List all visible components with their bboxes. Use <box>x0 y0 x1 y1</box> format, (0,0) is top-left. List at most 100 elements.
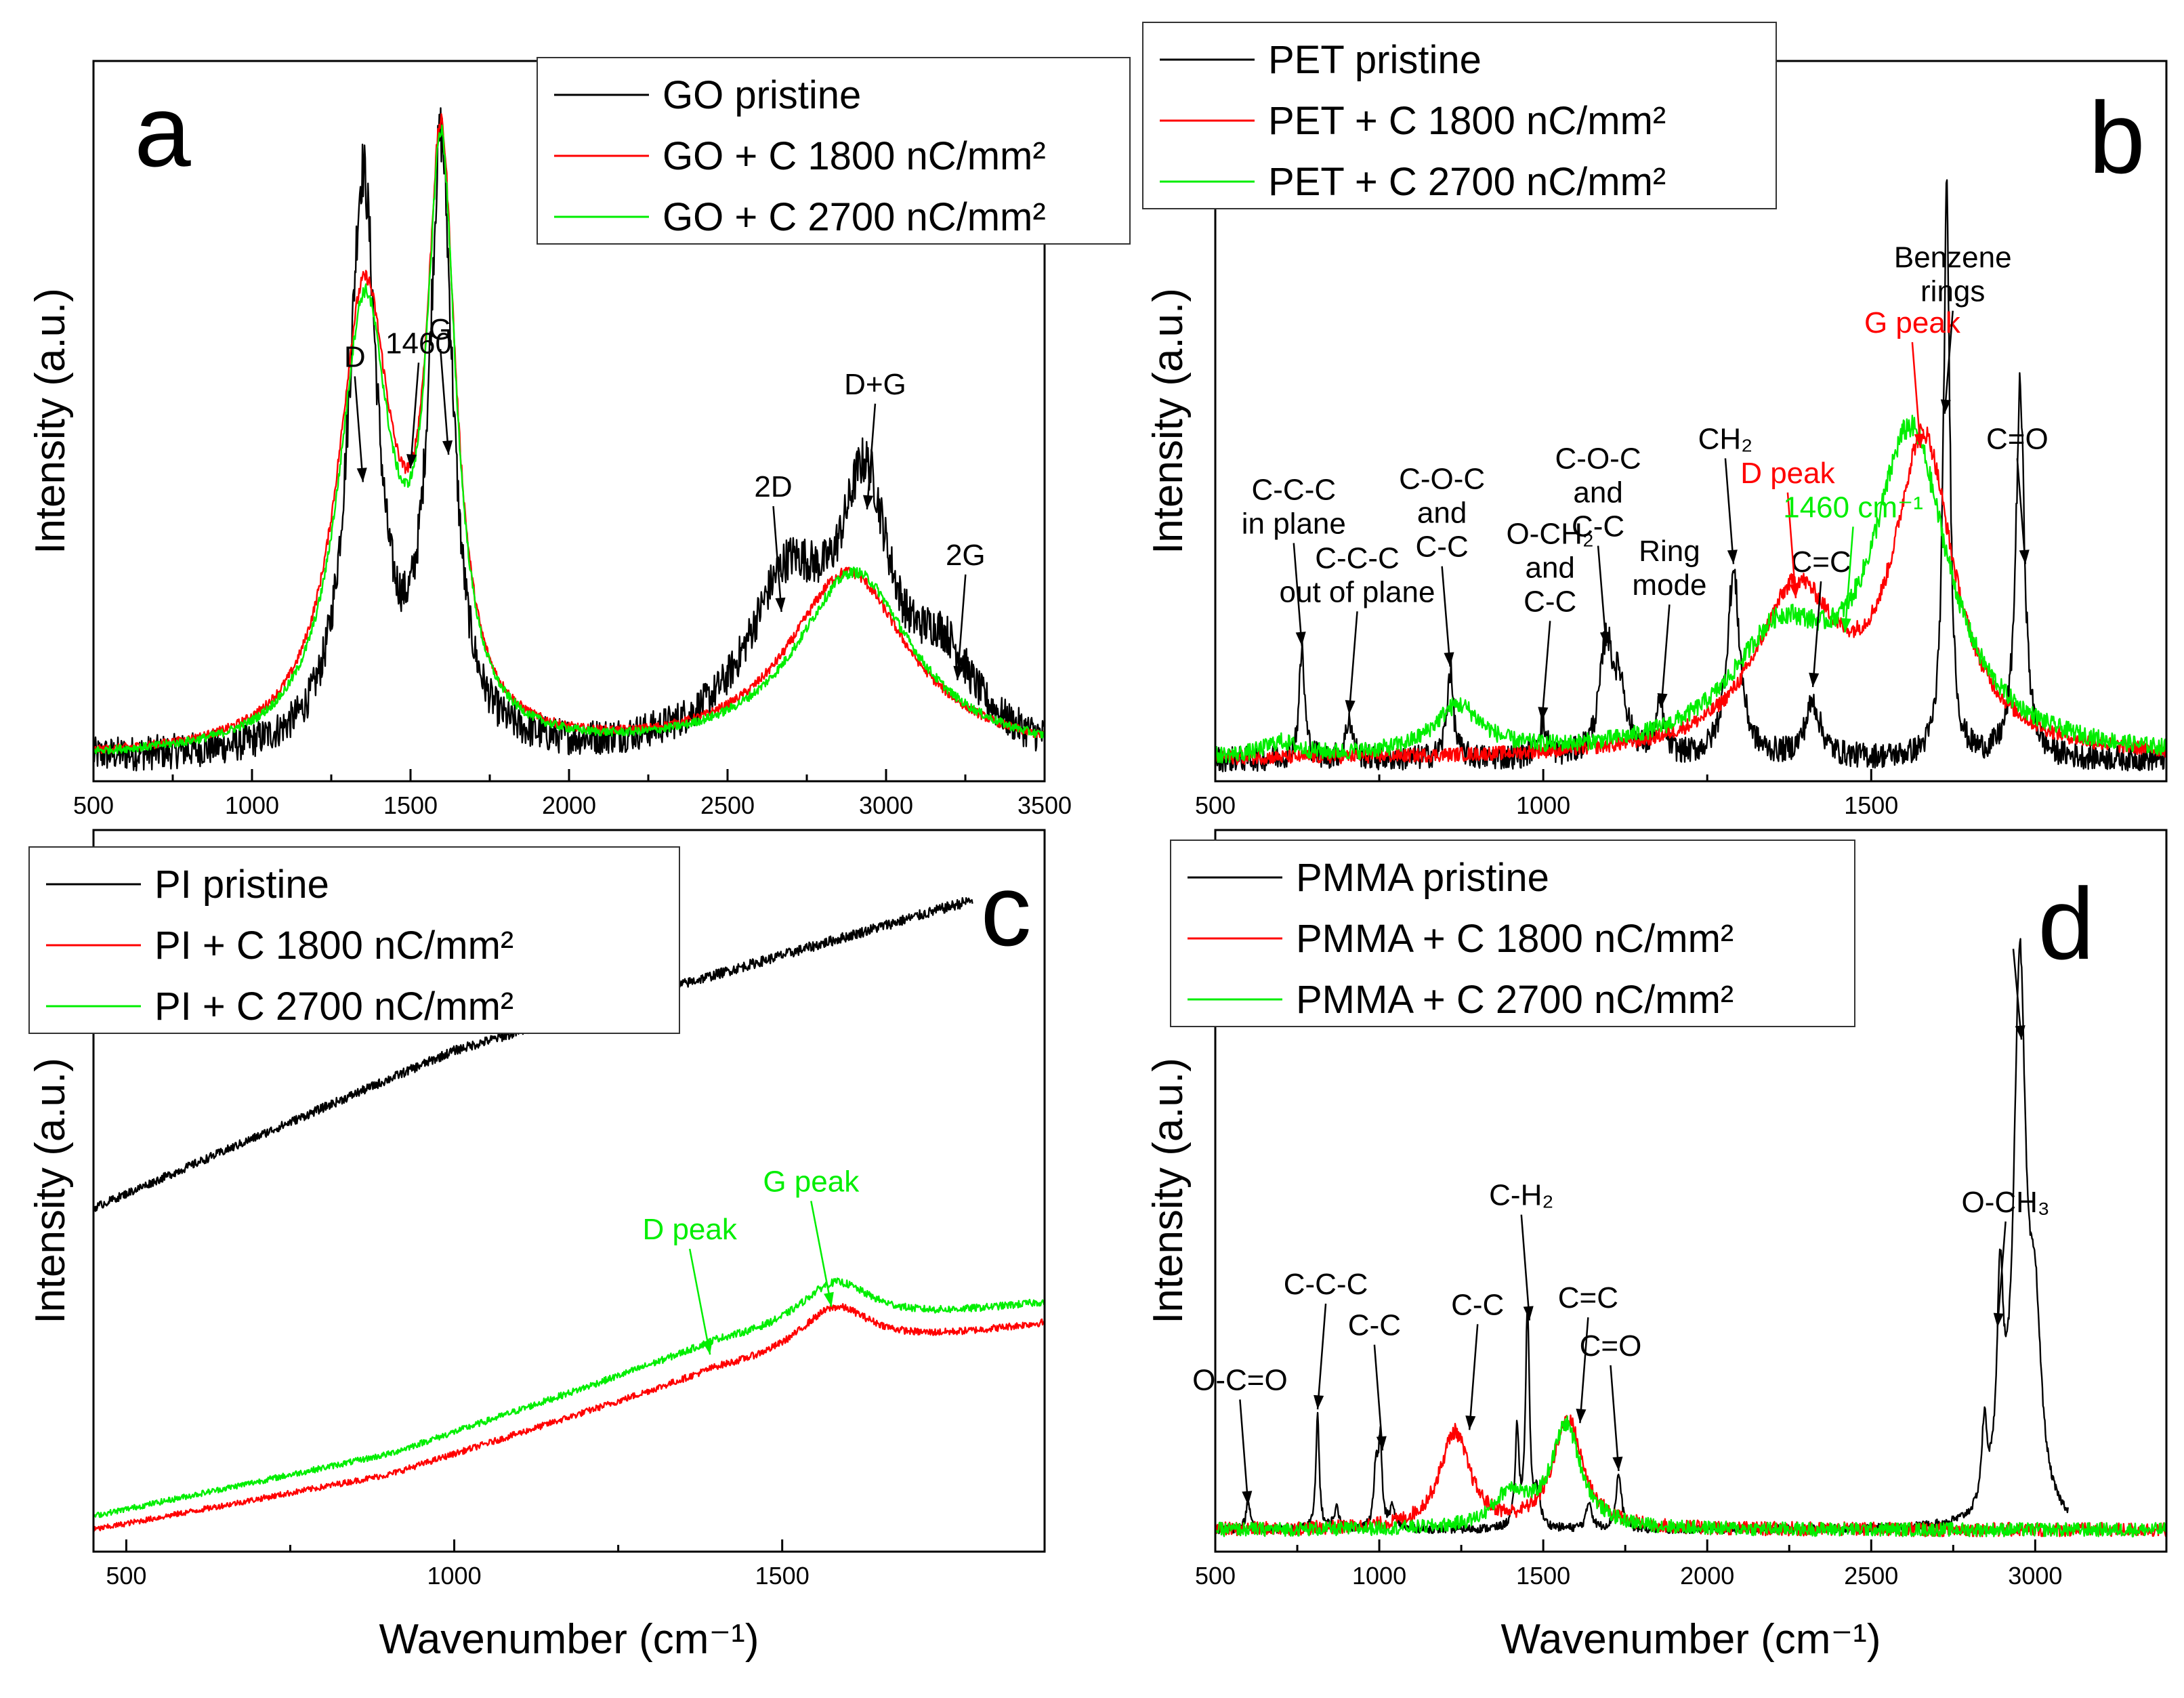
x-tick-label-a-3: 2000 <box>542 791 596 819</box>
x-tick-label-b-0: 500 <box>1195 791 1236 819</box>
series-line-c-2 <box>92 1277 1046 1518</box>
y-axis-title-d: Intensity (a.u.) <box>1145 1058 1192 1324</box>
annotation-arrow-a-2 <box>439 349 450 455</box>
annotation-arrow-d-8 <box>2012 949 2023 1040</box>
annotation-arrowhead-b-2 <box>1444 652 1454 667</box>
legend-label-c-1: PI + C 1800 nC/mm² <box>154 924 513 968</box>
annotation-b-0-line-0: C-C-C <box>1251 473 1336 506</box>
annotation-b-9-line-0: 1460 cm⁻¹ <box>1783 491 1923 524</box>
legend-label-d-1: PMMA + C 1800 nC/mm² <box>1296 917 1734 961</box>
x-tick-label-d-0: 500 <box>1195 1562 1236 1590</box>
annotation-b-1-line-0: C-C-C <box>1315 541 1400 575</box>
legend-label-c-0: PI pristine <box>154 863 329 907</box>
annotation-arrow-a-0 <box>354 376 364 482</box>
annotation-arrow-d-4 <box>1520 1214 1531 1321</box>
annotation-a-2-line-0: G <box>429 313 452 346</box>
annotation-arrow-b-0 <box>1293 543 1303 646</box>
annotation-b-11-line-1: rings <box>1920 275 1985 308</box>
panel-letter-d: d <box>2038 867 2094 980</box>
panel-letter-c: c <box>981 853 1032 967</box>
legend-b: PET pristine PET + C 1800 nC/mm² PET + C 2… <box>1142 22 1777 209</box>
annotation-arrow-a-3 <box>866 403 877 510</box>
annotation-arrowhead-b-7 <box>1809 672 1820 687</box>
legend-a: GO pristine GO + C 1800 nC/mm² GO + C 2700… <box>537 57 1131 245</box>
annotation-arrow-a-1 <box>409 363 420 469</box>
annotation-arrowhead-d-0 <box>1242 1491 1253 1506</box>
annotation-arrowhead-a-1 <box>406 454 417 469</box>
series-line-d-1 <box>1214 1414 2168 1537</box>
legend-label-b-0: PET pristine <box>1268 38 1482 82</box>
series-line-d-2 <box>1214 1415 2168 1537</box>
legend-box-b <box>1142 22 1777 209</box>
annotation-b-2-line-0: C-O-C <box>1399 463 1485 496</box>
legend-label-a-0: GO pristine <box>663 73 861 117</box>
annotation-c-0-line-0: D peak <box>642 1213 737 1246</box>
annotation-arrow-b-6 <box>1724 458 1735 564</box>
series-line-a-0 <box>92 107 1045 772</box>
annotation-d-0-line-0: O-C=O <box>1192 1363 1288 1396</box>
legend-label-d-0: PMMA pristine <box>1296 856 1549 900</box>
annotation-arrowhead-a-5 <box>953 665 964 680</box>
legend-d: PMMA pristine PMMA + C 1800 nC/mm² PMMA + … <box>1170 840 1855 1027</box>
x-tick-label-b-2: 1500 <box>1844 791 1898 819</box>
annotation-d-6-line-0: C=O <box>1580 1329 1642 1363</box>
panel-c: 500 1000 1500 Intensity (a.u.) Wavenumber (c… <box>27 829 1046 1663</box>
annotation-c-1-line-0: G peak <box>763 1165 860 1198</box>
annotation-b-6-line-0: CH₂ <box>1698 422 1753 455</box>
annotation-b-12-line-0: C=O <box>1986 422 2049 455</box>
annotation-arrow-b-5 <box>1660 604 1671 708</box>
legend-box-a <box>537 57 1131 245</box>
annotation-arrowhead-d-6 <box>1612 1456 1623 1471</box>
annotation-b-1-line-1: out of plane <box>1280 575 1435 608</box>
annotation-b-7-line-0: C=C <box>1790 545 1851 579</box>
annotation-arrow-a-5 <box>957 574 967 680</box>
annotation-arrow-d-2 <box>1373 1344 1384 1451</box>
legend-box-d <box>1170 840 1855 1027</box>
annotation-arrowhead-b-3 <box>1538 707 1549 722</box>
annotation-arrow-d-6 <box>1610 1365 1620 1472</box>
annotation-arrowhead-b-12 <box>2019 550 2030 564</box>
series-line-c-1 <box>92 1303 1046 1532</box>
annotation-arrow-d-3 <box>1468 1324 1479 1430</box>
annotation-arrowhead-d-2 <box>1376 1436 1387 1451</box>
legend-label-b-1: PET + C 1800 nC/mm² <box>1268 99 1666 143</box>
annotation-d-1-line-0: C-C-C <box>1284 1268 1368 1301</box>
x-tick-label-d-4: 2500 <box>1844 1562 1898 1590</box>
annotation-arrow-b-9 <box>1844 526 1854 633</box>
y-axis-title-a: Intensity (a.u.) <box>27 288 74 554</box>
annotation-b-5-line-0: Ring <box>1639 535 1700 568</box>
annotation-arrowhead-b-9 <box>1841 618 1851 633</box>
y-axis-title-b: Intensity (a.u.) <box>1145 288 1192 554</box>
series-line-a-2 <box>93 124 1046 755</box>
annotation-arrow-d-1 <box>1316 1303 1327 1410</box>
annotation-arrow-c-0 <box>688 1248 711 1355</box>
annotation-a-3-line-0: D+G <box>844 368 906 401</box>
annotation-b-2-line-1: and <box>1417 497 1467 530</box>
annotation-b-8-line-0: D peak <box>1740 457 1835 490</box>
annotation-arrow-d-5 <box>1579 1317 1589 1424</box>
x-tick-label-a-5: 3000 <box>859 791 913 819</box>
annotation-arrowhead-c-1 <box>823 1291 834 1307</box>
annotation-arrowhead-c-0 <box>702 1340 713 1355</box>
annotation-arrowhead-a-4 <box>775 597 786 613</box>
x-tick-label-d-3: 2000 <box>1680 1562 1734 1590</box>
legend-label-a-1: GO + C 1800 nC/mm² <box>663 134 1046 178</box>
annotation-a-4-line-0: 2D <box>754 470 792 503</box>
y-axis-title-c: Intensity (a.u.) <box>27 1058 74 1324</box>
annotation-b-4-line-1: and <box>1573 476 1622 509</box>
panel-letter-b: b <box>2088 81 2145 194</box>
panel-d: 500 1000 1500 2000 2500 3000 Intensity (a.u.) W… <box>1145 829 2168 1663</box>
legend-box-c <box>28 846 680 1034</box>
x-tick-label-c-2: 1500 <box>755 1562 810 1590</box>
annotation-arrow-b-1 <box>1348 611 1358 715</box>
annotation-arrowhead-d-7 <box>1993 1312 2004 1327</box>
annotation-arrowhead-b-5 <box>1657 693 1668 708</box>
x-tick-label-a-1: 1000 <box>225 791 279 819</box>
annotation-arrow-d-0 <box>1239 1399 1249 1506</box>
annotation-arrowhead-d-5 <box>1576 1409 1587 1424</box>
panel-a: 500 1000 1500 2000 2500 3000 3500 Intensity (a.… <box>27 57 1131 819</box>
annotation-b-2-line-2: C-C <box>1416 531 1469 564</box>
annotation-arrowhead-a-2 <box>442 440 453 455</box>
annotation-b-10-line-0: G peak <box>1864 306 1961 339</box>
x-tick-label-a-6: 3500 <box>1017 791 1072 819</box>
